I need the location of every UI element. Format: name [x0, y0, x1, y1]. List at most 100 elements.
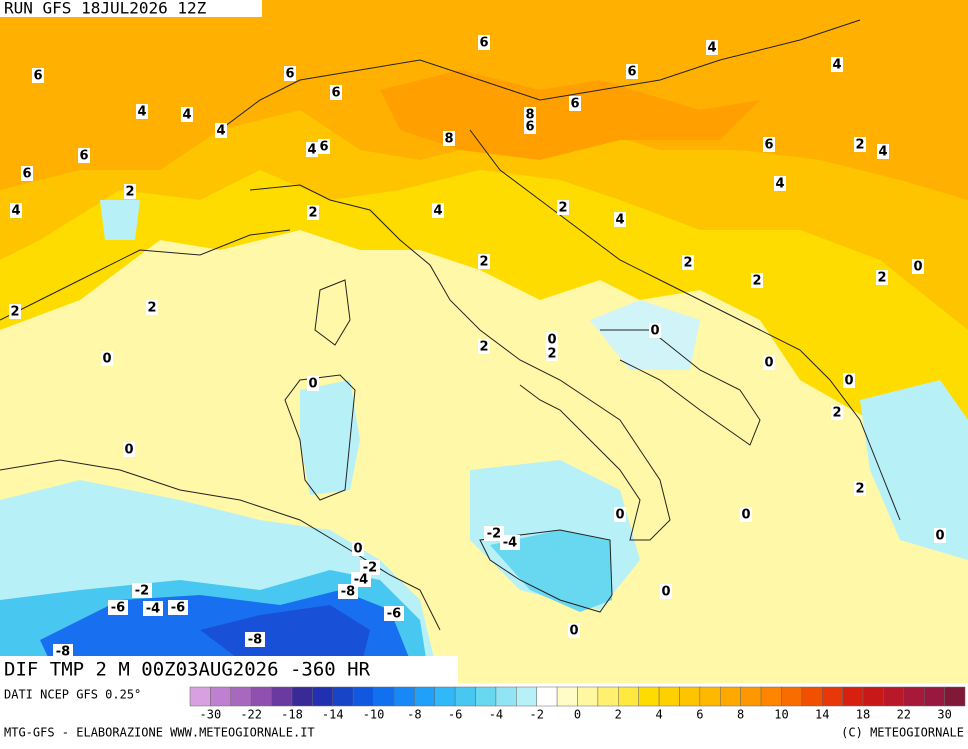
- contour-label: 2: [147, 301, 156, 316]
- footer-left: MTG-GFS - ELABORAZIONE WWW.METEOGIORNALE…: [4, 726, 315, 740]
- colorbar-box: [393, 686, 415, 707]
- label-box: [831, 57, 843, 72]
- contour-label: 6: [331, 86, 340, 101]
- contour-label: 6: [285, 67, 294, 82]
- contour-label: 4: [615, 213, 624, 228]
- label-box: [351, 572, 371, 587]
- contour-label: 0: [844, 374, 853, 389]
- colorbar-box: [883, 686, 905, 707]
- contour-label: -6: [111, 601, 125, 616]
- contour-label: 6: [627, 65, 636, 80]
- contour-label: -2: [135, 584, 149, 599]
- colorbar-label: 6: [696, 708, 703, 722]
- label-box: [524, 107, 536, 122]
- contour-label: -8: [248, 633, 262, 648]
- map-title: DIF TMP 2 M 00Z03AUG2026 -360 HR: [4, 659, 371, 681]
- label-box: [546, 332, 558, 347]
- contour-label: 4: [707, 41, 716, 56]
- label-box: [9, 304, 21, 319]
- label-box: [614, 507, 626, 522]
- label-box: [181, 107, 193, 122]
- label-box: [569, 96, 581, 111]
- colorbar-box: [781, 686, 803, 707]
- contour-label: 0: [124, 443, 133, 458]
- label-box: [306, 142, 318, 157]
- coastlines: [0, 19, 901, 631]
- colorbar-label: 4: [655, 708, 662, 722]
- label-box: [546, 346, 558, 361]
- run-label: RUN GFS 18JUL2026 12Z: [4, 0, 207, 18]
- colorbar-box: [250, 686, 272, 707]
- contour-label: 6: [525, 120, 534, 135]
- label-box: [740, 507, 752, 522]
- label-box: [132, 583, 152, 598]
- colorbar-box: [740, 686, 762, 707]
- label-box: [876, 270, 888, 285]
- colorbar-label: 18: [856, 708, 870, 722]
- contour-label: 6: [33, 69, 42, 84]
- contour-label: 2: [10, 305, 19, 320]
- colorbar-box: [618, 686, 639, 707]
- colorbar-box: [862, 686, 884, 707]
- colorbar-label: -18: [281, 708, 303, 722]
- contour-label: 6: [22, 167, 31, 182]
- contour-label: 0: [650, 324, 659, 339]
- label-box: [831, 405, 843, 420]
- colorbar-box: [291, 686, 313, 707]
- label-box: [568, 623, 580, 638]
- colorbar-box: [475, 686, 497, 707]
- colorbar-label: -6: [448, 708, 462, 722]
- colorbar-box: [516, 686, 537, 707]
- colorbar-box: [373, 686, 395, 707]
- colorbar-box: [577, 686, 599, 707]
- contour-label: 0: [547, 333, 556, 348]
- colorbar-label: -14: [322, 708, 344, 722]
- contour-label: -2: [363, 561, 377, 576]
- contour-label: 4: [433, 204, 442, 219]
- label-box: [478, 35, 490, 50]
- contour-label: 2: [832, 406, 841, 421]
- colorbar-box: [312, 686, 334, 707]
- contour-label: 2: [683, 256, 692, 271]
- label-box: [318, 139, 330, 154]
- contour-label: 2: [479, 255, 488, 270]
- contour-label: 8: [525, 108, 534, 123]
- contour-label: 2: [752, 274, 761, 289]
- label-box: [843, 373, 855, 388]
- colorbar-box: [944, 686, 966, 707]
- label-box: [21, 166, 33, 181]
- colorbar-label: -22: [240, 708, 262, 722]
- contour-label: 6: [479, 36, 488, 51]
- contour-label: 6: [764, 138, 773, 153]
- label-box: [338, 584, 358, 599]
- label-box: [682, 255, 694, 270]
- colorbar-box: [699, 686, 721, 707]
- label-box: [360, 560, 380, 575]
- contour-label: 0: [935, 529, 944, 544]
- label-box: [245, 632, 265, 647]
- colorbar-label: 0: [574, 708, 581, 722]
- label-box: [934, 528, 946, 543]
- label-box: [751, 273, 763, 288]
- contour-label: -6: [387, 607, 401, 622]
- label-box: [384, 606, 404, 621]
- colorbar-box: [352, 686, 374, 707]
- footer-right: (C) METEOGIORNALE: [841, 726, 964, 740]
- contour-label: 4: [832, 58, 841, 73]
- colorbar-box: [903, 686, 925, 707]
- contour-label: 0: [661, 585, 670, 600]
- label-box: [912, 259, 924, 274]
- contour-label: 6: [570, 97, 579, 112]
- contour-label: 2: [125, 185, 134, 200]
- label-box: [352, 541, 364, 556]
- label-box: [330, 85, 342, 100]
- colorbar-label: -10: [363, 708, 385, 722]
- colorbar-box: [842, 686, 864, 707]
- colorbar-box: [230, 686, 252, 707]
- contour-label: 0: [569, 624, 578, 639]
- label-box: [168, 600, 188, 615]
- colorbar-label: 2: [615, 708, 622, 722]
- contour-label: -4: [354, 573, 368, 588]
- colorbar-box: [414, 686, 435, 707]
